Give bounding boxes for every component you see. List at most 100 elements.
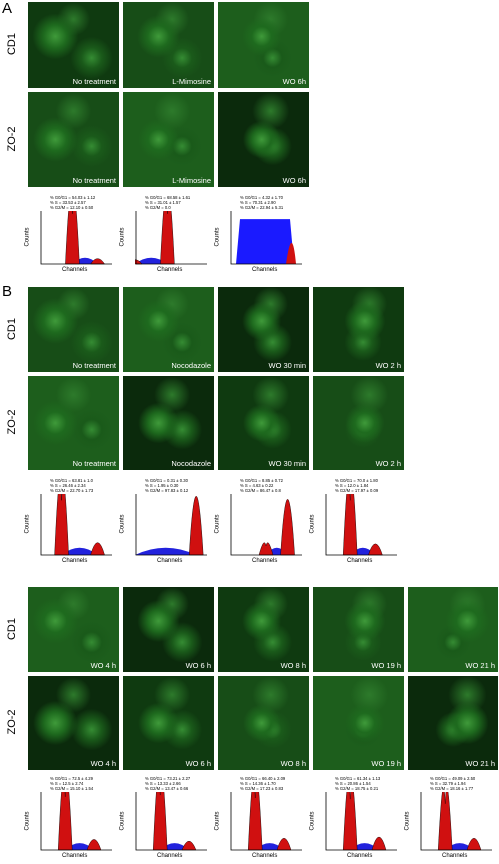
caption: WO 21 h: [465, 661, 495, 670]
s-phase: [350, 843, 379, 850]
stat-line: % G0/G1 = 70.0 ± 1.80: [335, 478, 378, 483]
row-label: ZO-2: [6, 125, 18, 152]
caption: WO 6h: [282, 77, 306, 86]
caption: No treatment: [72, 361, 116, 370]
axes: [230, 792, 302, 851]
histogram: [135, 211, 207, 265]
g1-peak: [342, 494, 358, 556]
micrograph: Nocodazole: [123, 376, 214, 470]
caption: L-Mimosine: [172, 176, 211, 185]
micrograph: No treatment: [28, 2, 119, 88]
s-phase: [445, 843, 474, 850]
axes: [230, 494, 302, 556]
stats: % G0/G1 = 73.21 ± 2.27% S = 13.33 ± 2.66…: [145, 776, 190, 791]
stat-line: % S = 33.53 ± 2.57: [50, 200, 86, 205]
section-label: B: [2, 283, 13, 300]
g1-peak: [437, 792, 453, 851]
row-label: CD1: [6, 617, 18, 640]
histogram: [230, 494, 302, 556]
caption: Nocodazole: [171, 459, 211, 468]
g2-peak: [90, 542, 105, 556]
x-axis-label: Channels: [62, 558, 88, 564]
g2-peak: [286, 242, 296, 264]
row-label: ZO-2: [6, 709, 18, 735]
stats: % G0/G1 = 0.31 ± 0.30% S = 1.95 ± 0.30% …: [145, 478, 188, 493]
stats: % G0/G1 = 72.5 ± 4.29% S = 12.5 ± 2.74% …: [50, 776, 93, 791]
row-label: ZO-2: [6, 409, 18, 435]
stat-line: % G2/M = 17.97 ± 0.09: [335, 488, 379, 493]
micrograph: WO 19 h: [313, 587, 404, 672]
histogram: [40, 792, 112, 851]
x-axis-label: Channels: [252, 853, 278, 859]
s-phase: [65, 843, 94, 850]
caption: WO 19 h: [371, 759, 401, 768]
caption: Nocodazole: [171, 361, 211, 370]
micrograph: L-Mimosine: [123, 92, 214, 187]
x-axis-label: Channels: [347, 558, 373, 564]
s-phase: [61, 547, 98, 555]
g2-peak: [86, 839, 102, 851]
axes: [135, 792, 207, 851]
y-axis-label: Counts: [119, 227, 126, 247]
g2-peak: [280, 499, 295, 556]
g1-peak: [160, 211, 175, 265]
caption: WO 6 h: [185, 759, 211, 768]
x-axis-label: Channels: [252, 267, 278, 273]
stat-line: % S = 70.31 ± 2.90: [240, 200, 276, 205]
s-phase: [255, 843, 284, 850]
s-phase: [135, 547, 197, 555]
caption: WO 30 min: [268, 361, 306, 370]
stat-line: % S = 26.46 ± 2.34: [50, 483, 86, 488]
stat-line: % G0/G1 = 73.21 ± 2.27: [145, 776, 191, 781]
micrograph: No treatment: [28, 287, 119, 372]
stat-line: % S = 12.5 ± 2.74: [50, 781, 84, 786]
stat-line: % G2/M = 22.94 ± 5.31: [240, 205, 284, 210]
histogram: [135, 494, 207, 556]
micrograph: WO 4 h: [28, 676, 119, 770]
stat-line: % G0/G1 = 72.5 ± 4.29: [50, 776, 93, 781]
row-label: CD1: [6, 317, 18, 340]
micrograph: WO 30 min: [218, 376, 309, 470]
stats: % G0/G1 = 8.85 ± 0.72% S = 4.63 ± 0.22% …: [240, 478, 283, 493]
micrograph: No treatment: [28, 376, 119, 470]
caption: WO 2 h: [375, 361, 401, 370]
caption: L-Mimosine: [172, 77, 211, 86]
g2-peak: [371, 836, 387, 851]
stats: % G0/G1 = 70.0 ± 1.80% S = 12.0 ± 1.84% …: [335, 478, 378, 493]
caption: No treatment: [72, 459, 116, 468]
stat-line: % G0/G1 = 61.34 ± 1.13: [335, 776, 381, 781]
histogram: [420, 792, 492, 851]
stat-line: % S = 20.86 ± 1.54: [335, 781, 371, 786]
stats: % G0/G1 = 68.58 ± 1.61% S = 31.01 ± 1.57…: [145, 195, 190, 210]
stat-line: % S = 12.0 ± 1.84: [335, 483, 369, 488]
y-axis-label: Counts: [24, 227, 31, 247]
micrograph: WO 4 h: [28, 587, 119, 672]
caption: WO 19 h: [371, 661, 401, 670]
stat-line: % S = 4.63 ± 0.22: [240, 483, 274, 488]
axes: [135, 211, 207, 265]
micrograph: WO 2 h: [313, 376, 404, 470]
stats: % G0/G1 = 66.40 ± 2.09% S = 14.36 ± 1.70…: [240, 776, 285, 791]
micrograph: WO 21 h: [408, 587, 498, 672]
x-axis-label: Channels: [62, 267, 88, 273]
stat-line: % G2/M = 15.10 ± 1.54: [50, 786, 94, 791]
stat-line: % G2/M = 97.83 ± 0.12: [145, 488, 189, 493]
micrograph: No treatment: [28, 92, 119, 187]
caption: WO 4 h: [90, 759, 116, 768]
y-axis-label: Counts: [404, 810, 411, 831]
g2-peak: [466, 838, 482, 851]
micrograph: WO 6h: [218, 92, 309, 187]
stats: % G0/G1 = 4.32 ± 1.70% S = 70.31 ± 2.90%…: [240, 195, 283, 210]
stat-line: % S = 13.33 ± 2.66: [145, 781, 181, 786]
histogram: [230, 792, 302, 851]
y-axis-label: Counts: [214, 227, 221, 247]
s-phase: [160, 843, 189, 850]
histogram: [40, 211, 112, 265]
caption: WO 8 h: [280, 661, 306, 670]
stat-line: % G0/G1 = 49.09 ± 2.50: [430, 776, 476, 781]
stat-line: % S = 32.79 ± 1.94: [430, 781, 466, 786]
stat-line: % G0/G1 = 68.58 ± 1.61: [145, 195, 191, 200]
y-axis-label: Counts: [309, 810, 316, 831]
row-label: CD1: [6, 33, 18, 56]
caption: WO 8 h: [280, 759, 306, 768]
